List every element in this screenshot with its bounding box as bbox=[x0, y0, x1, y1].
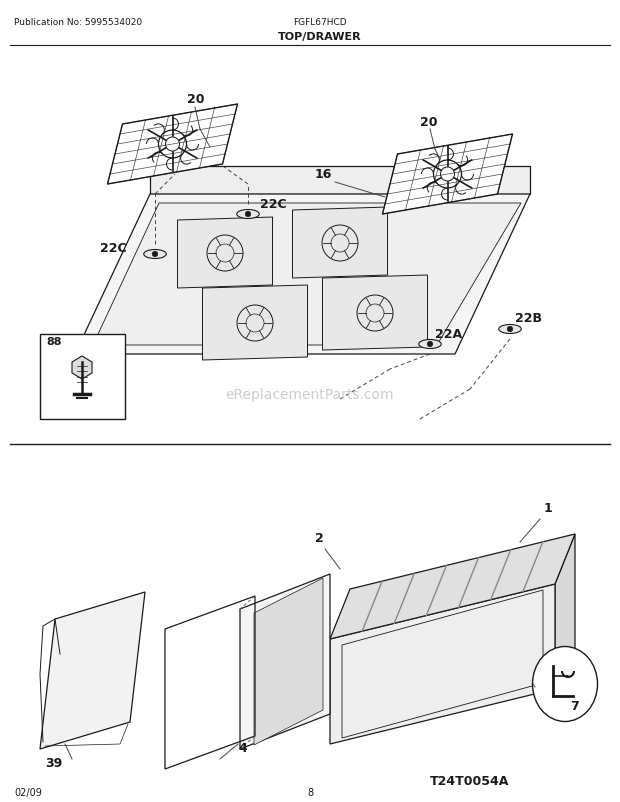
Text: 22B: 22B bbox=[515, 312, 542, 325]
Ellipse shape bbox=[237, 210, 259, 219]
Polygon shape bbox=[150, 167, 530, 195]
Text: 39: 39 bbox=[45, 756, 62, 769]
Polygon shape bbox=[93, 204, 521, 346]
Circle shape bbox=[153, 252, 157, 257]
Text: eReplacementParts.com: eReplacementParts.com bbox=[226, 387, 394, 402]
Text: Publication No: 5995534020: Publication No: 5995534020 bbox=[14, 18, 142, 27]
Text: 4: 4 bbox=[238, 741, 247, 754]
Text: TOP/DRAWER: TOP/DRAWER bbox=[278, 32, 362, 42]
Text: 7: 7 bbox=[570, 699, 578, 712]
Polygon shape bbox=[383, 135, 513, 215]
Circle shape bbox=[246, 212, 250, 217]
Text: 1: 1 bbox=[544, 501, 553, 514]
Polygon shape bbox=[203, 286, 308, 361]
Text: 8: 8 bbox=[307, 787, 313, 797]
Ellipse shape bbox=[418, 340, 441, 349]
Polygon shape bbox=[254, 578, 323, 745]
Ellipse shape bbox=[498, 325, 521, 334]
Text: 16: 16 bbox=[315, 168, 332, 180]
Ellipse shape bbox=[144, 250, 166, 259]
Text: 02/09: 02/09 bbox=[14, 787, 42, 797]
Polygon shape bbox=[330, 585, 555, 744]
Text: 22A: 22A bbox=[435, 327, 462, 341]
Text: 22C: 22C bbox=[100, 241, 126, 255]
Ellipse shape bbox=[533, 646, 598, 722]
Polygon shape bbox=[40, 592, 145, 749]
Polygon shape bbox=[240, 574, 330, 749]
Polygon shape bbox=[107, 105, 237, 184]
Bar bbox=[40, 334, 125, 419]
Polygon shape bbox=[330, 534, 575, 639]
Text: 20: 20 bbox=[420, 115, 438, 129]
Polygon shape bbox=[555, 534, 575, 689]
Text: 20: 20 bbox=[187, 93, 205, 106]
Text: 22C: 22C bbox=[260, 198, 286, 211]
Circle shape bbox=[427, 342, 433, 347]
Text: T24T0054A: T24T0054A bbox=[430, 774, 510, 787]
Text: 2: 2 bbox=[315, 532, 324, 545]
Polygon shape bbox=[293, 208, 388, 278]
Text: 88: 88 bbox=[46, 337, 61, 346]
Polygon shape bbox=[72, 357, 92, 379]
Polygon shape bbox=[177, 217, 273, 289]
Text: FGFL67HCD: FGFL67HCD bbox=[293, 18, 347, 27]
Circle shape bbox=[507, 327, 513, 332]
Polygon shape bbox=[75, 195, 530, 354]
Polygon shape bbox=[322, 276, 428, 350]
